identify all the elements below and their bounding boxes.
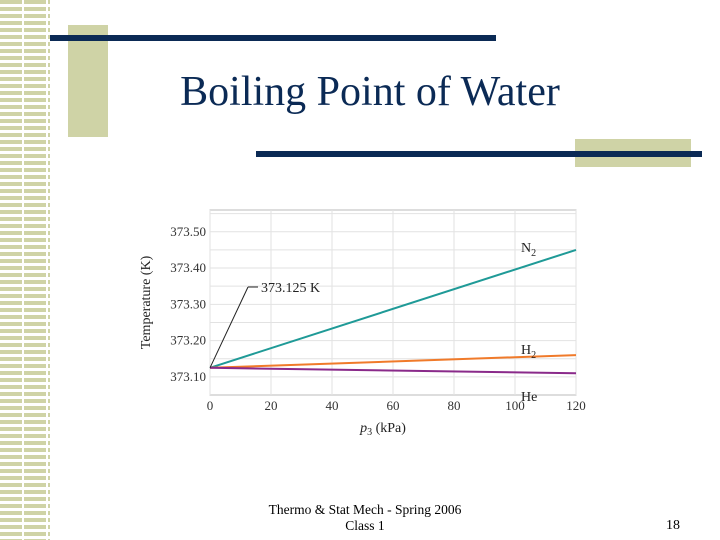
annotation-label: 373.125 K [261,281,320,296]
series-label-h2: H2 [521,343,536,361]
bottom-rule-bar [256,151,702,157]
x-tick-label: 120 [566,398,586,413]
x-axis-title: p3 (kPa) [359,421,406,438]
series-line-n2 [209,248,577,369]
x-tick-label: 20 [265,398,278,413]
y-tick-label: 373.10 [170,369,206,384]
x-tick-label: 60 [387,398,400,413]
slide-footer: Thermo & Stat Mech - Spring 2006 Class 1 [240,502,490,534]
x-tick-label: 0 [207,398,214,413]
top-rule-bar [50,35,496,41]
annotation-leader-line [209,286,249,369]
footer-course: Thermo & Stat Mech - Spring 2006 [268,502,462,517]
boiling-point-chart: 0 20 40 60 80 100 120 373.10 373.20 373.30 373.40 3… [139,209,586,438]
footer-class: Class 1 [345,518,385,533]
y-axis-title: Temperature (K) [139,255,154,349]
slide-title: Boiling Point of Water [180,69,560,115]
accent-block-top-left [68,25,108,137]
x-tick-label: 100 [505,398,525,413]
x-tick-label: 80 [448,398,461,413]
y-tick-label: 373.50 [170,224,206,239]
y-tick-label: 373.40 [170,260,206,275]
page-number: 18 [666,518,680,533]
series-label-he: He [521,390,537,405]
x-tick-label: 40 [326,398,339,413]
y-tick-label: 373.20 [170,333,206,348]
series-label-n2: N2 [521,241,536,259]
y-tick-label: 373.30 [170,296,206,311]
decorative-stripe-bar [0,0,50,540]
series-line-h2 [209,354,577,369]
series-line-he [209,366,577,375]
